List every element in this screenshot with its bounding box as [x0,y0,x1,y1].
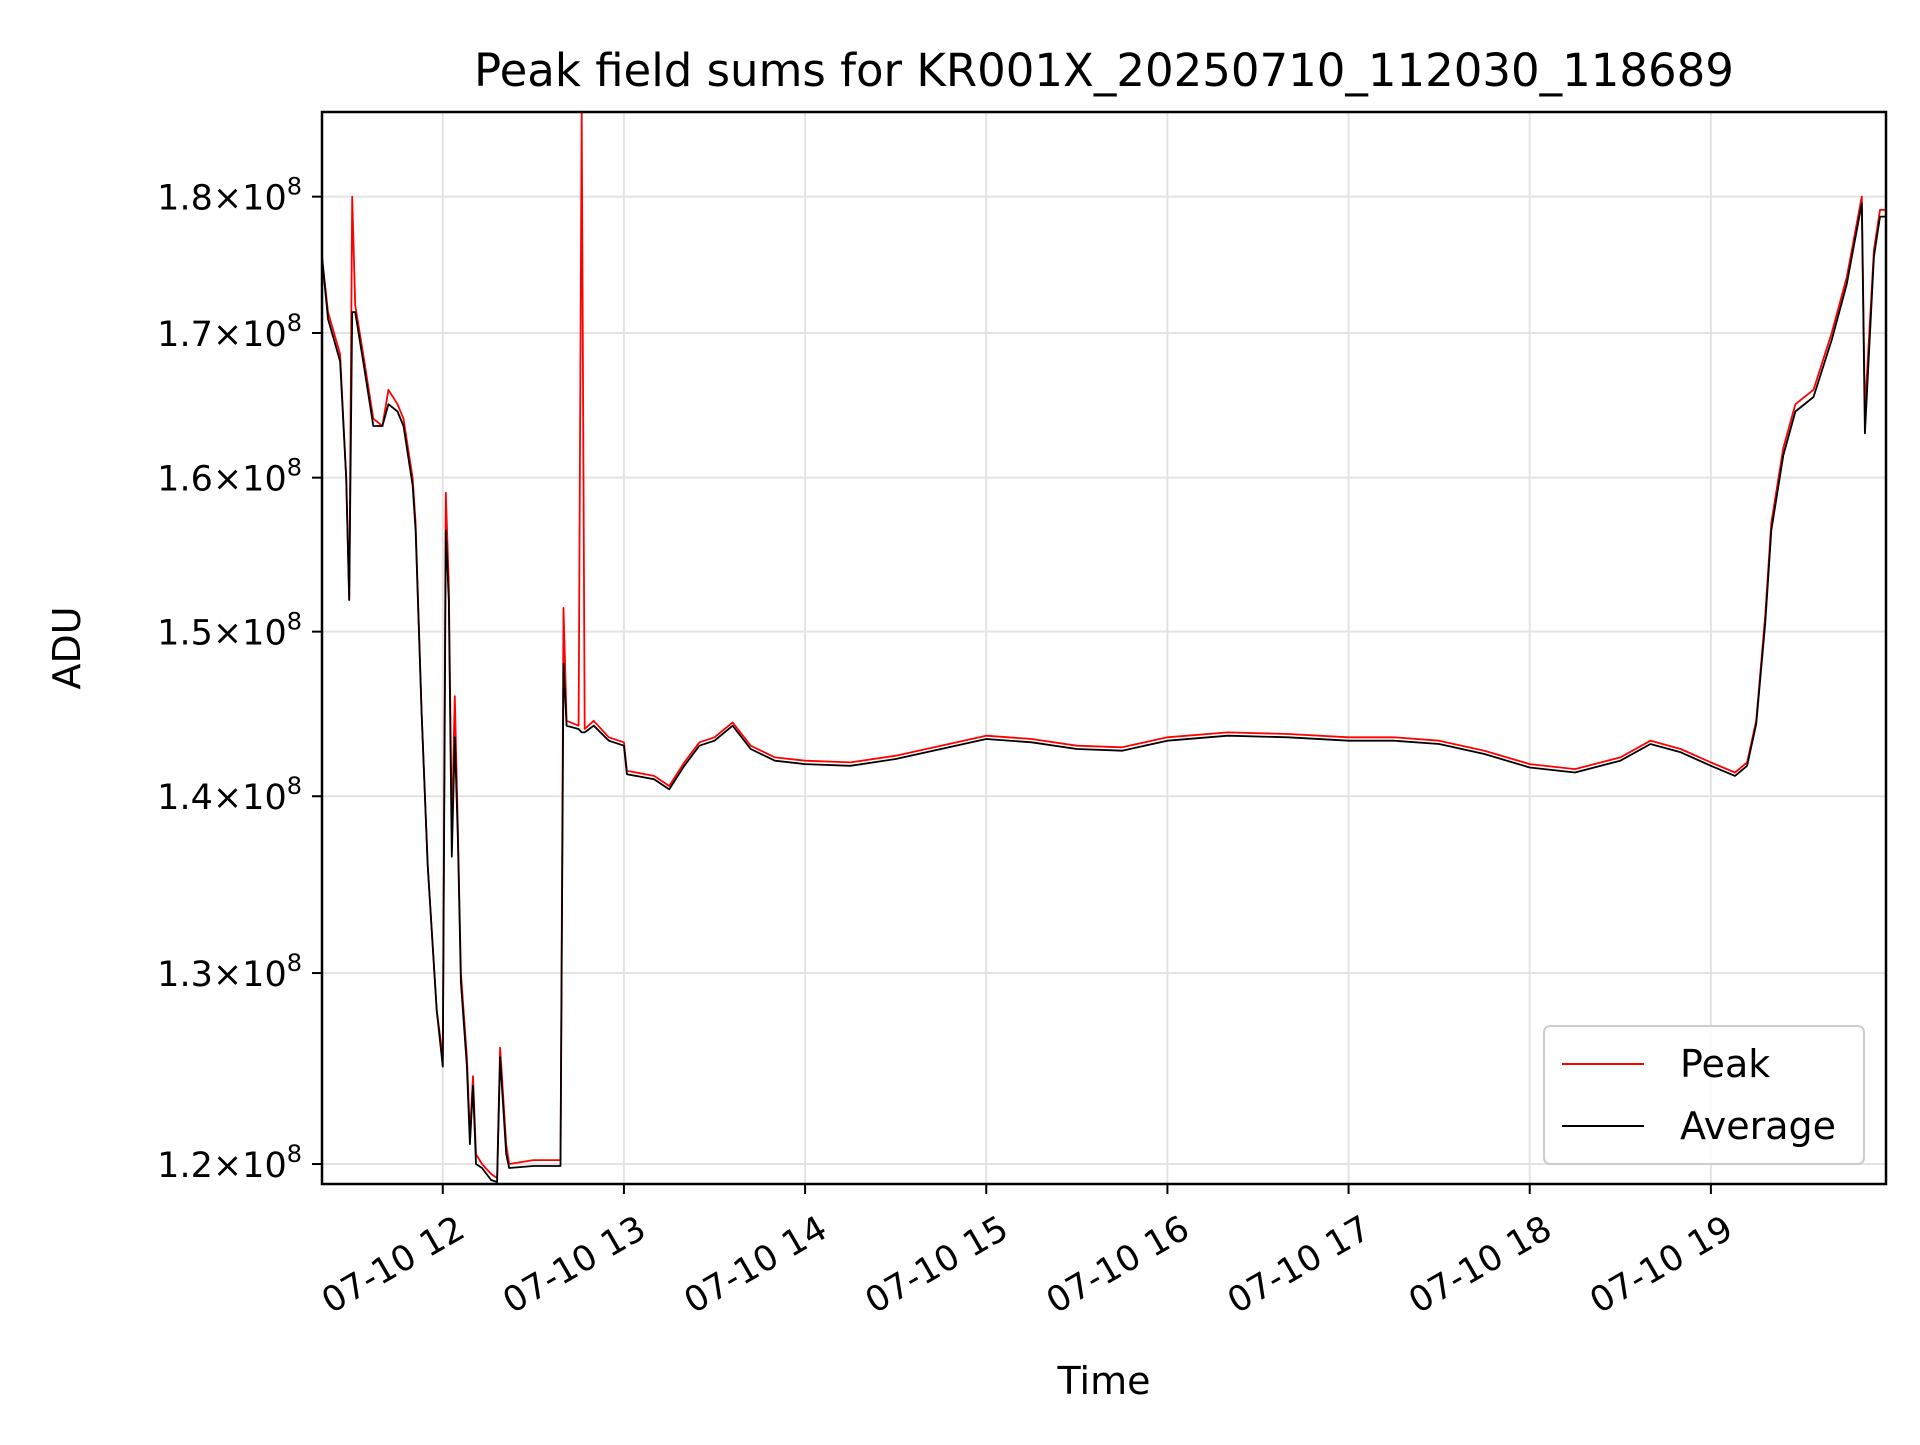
x-axis-label: Time [1057,1359,1151,1403]
y-tick-label: 1.2×108 [157,1140,302,1186]
y-tick-times: × [213,955,242,995]
y-tick-base: 10 [242,955,287,995]
y-tick-exponent: 8 [287,1140,302,1168]
series-line-average [322,202,1886,1183]
y-tick-label: 1.4×108 [157,772,302,818]
y-tick-label: 1.8×108 [157,173,302,219]
y-tick-times: × [213,460,242,500]
y-tick-label: 1.3×108 [157,949,302,995]
y-tick-base: 10 [242,315,287,355]
y-tick-mantissa: 1.5 [157,614,213,654]
y-axis-label: ADU [45,606,89,689]
y-tick-label: 1.6×108 [157,454,302,500]
y-tick-base: 10 [242,778,287,818]
y-tick-mantissa: 1.3 [157,955,213,995]
y-tick-times: × [213,614,242,654]
series-lines [322,112,1886,1183]
y-tick-exponent: 8 [287,949,302,977]
y-tick-exponent: 8 [287,608,302,636]
y-tick-mantissa: 1.2 [157,1146,213,1186]
y-tick-mantissa: 1.6 [157,460,213,500]
y-tick-base: 10 [242,179,287,219]
y-tick-times: × [213,315,242,355]
legend-box [1543,1025,1865,1165]
y-tick-label: 1.7×108 [157,309,302,355]
legend-label-peak: Peak [1680,1042,1770,1086]
legend-label-average: Average [1680,1104,1836,1148]
y-tick-label: 1.5×108 [157,608,302,654]
y-tick-base: 10 [242,614,287,654]
y-tick-exponent: 8 [287,772,302,800]
plot-frame [320,110,1888,1186]
y-tick-exponent: 8 [287,309,302,337]
y-tick-times: × [213,1146,242,1186]
y-tick-mantissa: 1.7 [157,315,213,355]
legend: Peak Average [1543,1025,1865,1165]
grid [322,112,1886,1184]
y-tick-base: 10 [242,1146,287,1186]
y-tick-times: × [213,179,242,219]
y-tick-exponent: 8 [287,173,302,201]
y-tick-base: 10 [242,460,287,500]
chart-title: Peak field sums for KR001X_20250710_1120… [474,44,1734,97]
y-tick-exponent: 8 [287,454,302,482]
y-tick-times: × [213,778,242,818]
y-tick-mantissa: 1.8 [157,179,213,219]
y-tick-mantissa: 1.4 [157,778,213,818]
